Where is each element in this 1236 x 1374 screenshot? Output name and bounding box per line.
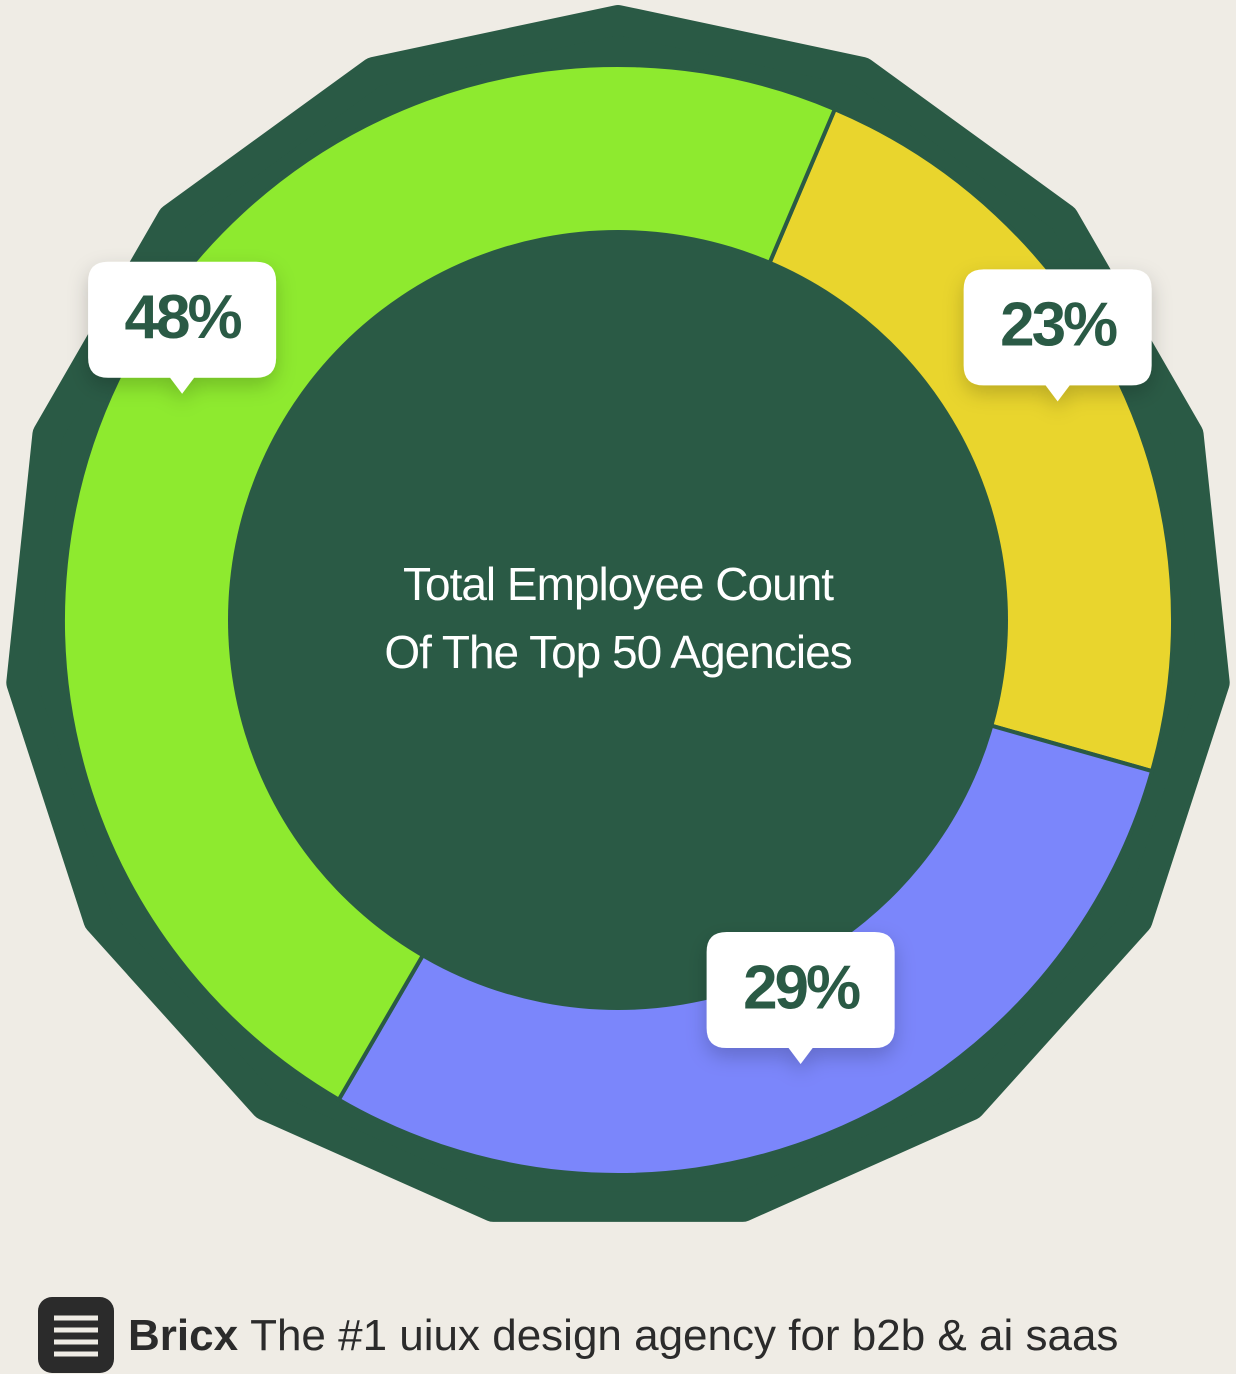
chart-title: Of The Top 50 Agencies: [384, 626, 851, 678]
brand-name: Bricx: [128, 1311, 239, 1360]
data-label: 48%: [125, 283, 242, 352]
label-callout: [706, 932, 895, 1065]
label-callout: [88, 261, 277, 394]
label-callout: [963, 269, 1152, 402]
brand-logo: [38, 1297, 114, 1373]
chart-title: Total Employee Count: [403, 558, 834, 610]
donut-hole: [228, 230, 1008, 1010]
footer-text: Bricx The #1 uiux design agency for b2b &…: [128, 1311, 1118, 1360]
tagline: The #1 uiux design agency for b2b & ai s…: [250, 1311, 1118, 1360]
data-label: 23%: [1000, 291, 1117, 360]
data-label: 29%: [743, 953, 860, 1022]
